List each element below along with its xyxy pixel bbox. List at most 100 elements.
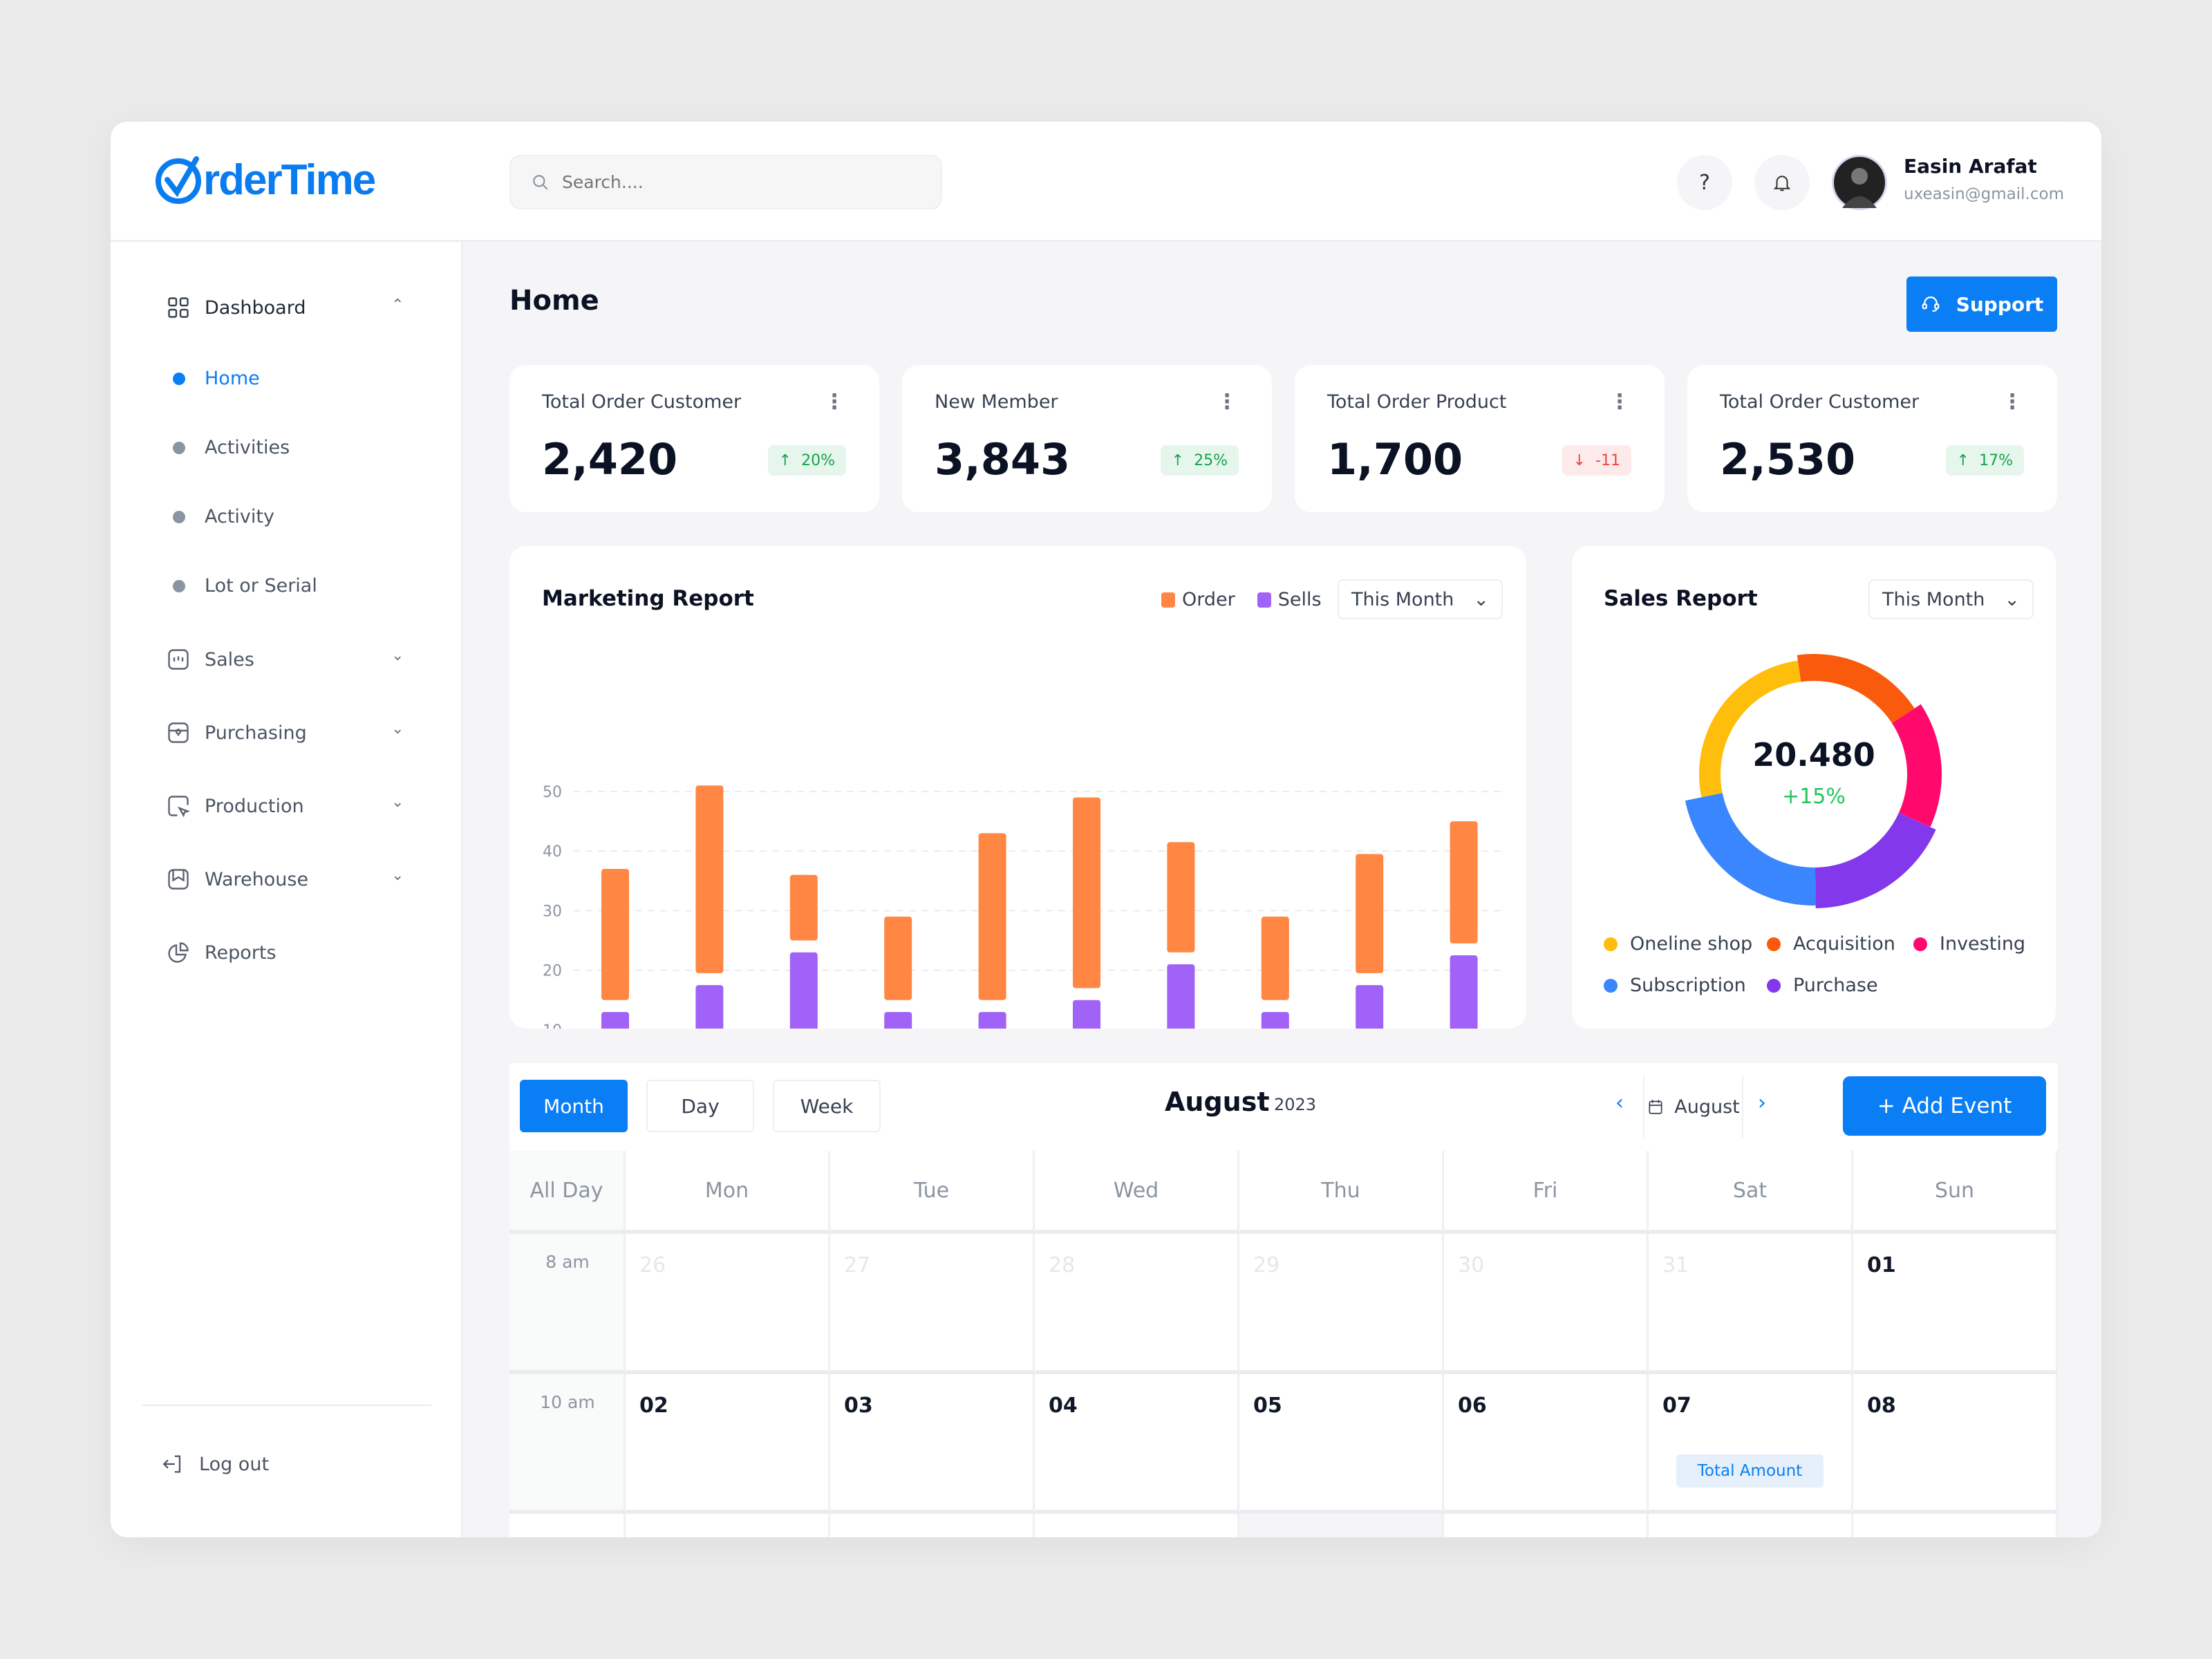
bar-order[interactable]	[884, 917, 912, 1000]
calendar-day-cell[interactable]: 04	[1035, 1374, 1239, 1514]
view-month-button[interactable]: Month	[520, 1080, 628, 1132]
sales-title: Sales Report	[1604, 586, 1758, 611]
logout-button[interactable]: Log out	[159, 1450, 269, 1478]
chevron-down-icon[interactable]: ⌄	[391, 794, 404, 811]
bar-order[interactable]	[1356, 854, 1384, 973]
legend-sells: Sells	[1257, 589, 1322, 610]
bar-sells[interactable]	[1261, 1011, 1289, 1029]
sidebar-item-dashboard[interactable]: Dashboard	[165, 294, 306, 321]
day-header: Tue	[830, 1151, 1035, 1234]
notifications-button[interactable]	[1754, 155, 1810, 210]
month-picker[interactable]: August	[1643, 1076, 1743, 1138]
sidebar-item-purchasing[interactable]: Purchasing	[165, 719, 307, 747]
bar-sells[interactable]	[695, 985, 724, 1029]
reports-icon	[165, 939, 192, 966]
bar-sells[interactable]	[601, 1011, 629, 1029]
donut-slice-subscription[interactable]	[1685, 793, 1816, 906]
chevron-down-icon: ⌄	[1473, 588, 1490, 610]
more-vertical-icon[interactable]: ⋮	[1217, 390, 1237, 414]
bar-sells[interactable]	[1167, 964, 1195, 1029]
day-header: Wed	[1035, 1151, 1239, 1234]
calendar-day-cell[interactable]	[509, 1514, 626, 1537]
calendar-day-cell[interactable]: 01	[1853, 1234, 2058, 1374]
sidebar-item-label: Production	[205, 795, 304, 817]
bar-order[interactable]	[1167, 842, 1195, 953]
chevron-down-icon[interactable]: ⌄	[391, 647, 404, 664]
calendar-day-cell[interactable]: 30	[1444, 1234, 1649, 1374]
calendar-day-cell[interactable]: 05	[1239, 1374, 1444, 1514]
more-vertical-icon[interactable]: ⋮	[824, 390, 845, 414]
calendar-day-cell[interactable]: 28	[1035, 1234, 1239, 1374]
calendar-day-cell[interactable]	[626, 1514, 830, 1537]
sidebar-subitem-activities[interactable]: Activities	[173, 437, 290, 458]
sidebar-item-label: Purchasing	[205, 722, 307, 744]
calendar-day-cell[interactable]: 03	[830, 1374, 1035, 1514]
bar-sells[interactable]	[884, 1011, 912, 1029]
bar-sells[interactable]	[1073, 1000, 1100, 1029]
time-slot: 10 am	[509, 1374, 626, 1514]
bar-sells[interactable]	[1450, 955, 1478, 1029]
bar-order[interactable]	[789, 874, 818, 941]
sidebar-item-production[interactable]: Production	[165, 792, 304, 820]
legend-swatch	[1257, 592, 1271, 608]
view-week-button[interactable]: Week	[773, 1080, 881, 1132]
donut-slice-investing[interactable]	[1891, 704, 1942, 827]
add-event-button[interactable]: + Add Event	[1843, 1076, 2046, 1136]
calendar-day-cell[interactable]: 06	[1444, 1374, 1649, 1514]
sidebar-item-sales[interactable]: Sales	[165, 646, 254, 673]
marketing-period-dropdown[interactable]: This Month ⌄	[1338, 579, 1503, 619]
calendar-day-cell[interactable]	[830, 1514, 1035, 1537]
sidebar-subitem-home[interactable]: Home	[173, 368, 260, 389]
bar-order[interactable]	[1450, 821, 1478, 944]
bar-order[interactable]	[1261, 917, 1289, 1000]
calendar-day-cell[interactable]: 02	[626, 1374, 830, 1514]
calendar-day-cell[interactable]	[1649, 1514, 1853, 1537]
chevron-down-icon[interactable]: ⌄	[391, 720, 404, 738]
calendar-day-cell[interactable]: 29	[1239, 1234, 1444, 1374]
bar-order[interactable]	[978, 833, 1006, 1000]
view-day-button[interactable]: Day	[646, 1080, 754, 1132]
avatar[interactable]	[1832, 155, 1887, 210]
sidebar-item-warehouse[interactable]: Warehouse	[165, 865, 308, 893]
calendar-day-cell[interactable]	[1444, 1514, 1649, 1537]
next-month-button[interactable]: ›	[1758, 1091, 1766, 1115]
legend-swatch	[1161, 592, 1175, 608]
calendar-day-cell[interactable]	[1239, 1514, 1444, 1537]
prev-month-button[interactable]: ‹	[1615, 1091, 1624, 1115]
support-button[interactable]: Support	[1906, 276, 2057, 332]
logo[interactable]: rderTime	[153, 155, 376, 205]
sales-period-dropdown[interactable]: This Month ⌄	[1868, 579, 2034, 619]
calendar-day-cell[interactable]: 31	[1649, 1234, 1853, 1374]
help-button[interactable]: ?	[1677, 155, 1732, 210]
calendar-day-cell[interactable]	[1035, 1514, 1239, 1537]
search-input[interactable]	[562, 172, 908, 192]
chevron-down-icon[interactable]: ⌄	[391, 867, 404, 884]
event-chip[interactable]: Total Amount	[1676, 1454, 1824, 1488]
calendar-day-cell[interactable]: 07 Total Amount	[1649, 1374, 1853, 1514]
calendar-day-cell[interactable]: 27	[830, 1234, 1035, 1374]
bar-sells[interactable]	[1356, 985, 1384, 1029]
sidebar: Dashboard ⌃ Home Activities Activity Lot or…	[111, 242, 463, 1537]
date-number: 28	[1049, 1253, 1076, 1277]
bar-order[interactable]	[695, 785, 724, 973]
calendar-day-cell[interactable]	[1853, 1514, 2058, 1537]
sidebar-item-reports[interactable]: Reports	[165, 939, 276, 966]
donut-slice-purchase[interactable]	[1815, 812, 1936, 908]
more-vertical-icon[interactable]: ⋮	[1609, 390, 1630, 414]
more-vertical-icon[interactable]: ⋮	[2002, 390, 2023, 414]
chevron-up-icon[interactable]: ⌃	[391, 297, 404, 314]
legend-dot	[1604, 978, 1618, 993]
bullet-icon	[173, 510, 185, 523]
bar-order[interactable]	[601, 869, 629, 1000]
donut-slice-oneline-shop[interactable]	[1699, 660, 1801, 798]
bar-order[interactable]	[1073, 797, 1100, 988]
bar-sells[interactable]	[789, 952, 818, 1029]
search-bar[interactable]	[509, 155, 942, 209]
donut-slice-acquisition[interactable]	[1797, 654, 1915, 724]
stat-value: 3,843	[935, 434, 1071, 485]
calendar-day-cell[interactable]: 26	[626, 1234, 830, 1374]
sidebar-subitem-lot-or-serial[interactable]: Lot or Serial	[173, 575, 317, 597]
calendar-day-cell[interactable]: 08	[1853, 1374, 2058, 1514]
sidebar-subitem-activity[interactable]: Activity	[173, 506, 274, 527]
bar-sells[interactable]	[978, 1011, 1006, 1029]
